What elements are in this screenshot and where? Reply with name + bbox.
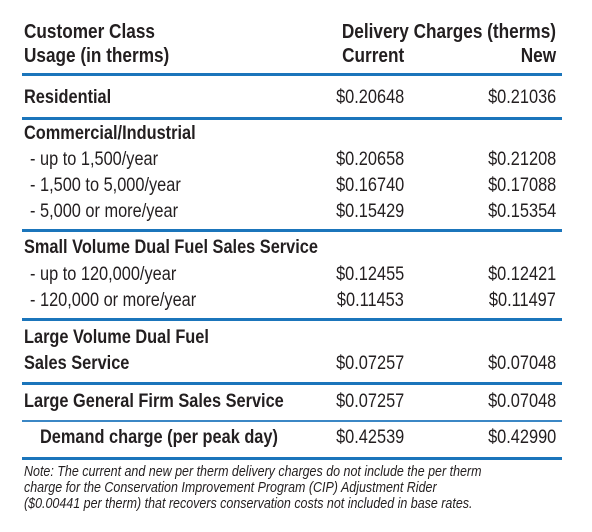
footnote-line: Note: The current and new per therm deli…	[24, 464, 482, 480]
current-value: $0.07257	[335, 353, 404, 374]
new-value: $0.15354	[487, 201, 556, 222]
new-value: $0.07048	[487, 391, 556, 412]
current-value: $0.20648	[335, 87, 404, 108]
row-label: Sales Service	[24, 353, 130, 374]
row-label: Large General Firm Sales Service	[24, 391, 284, 412]
header-usage: Usage (in therms)	[24, 45, 170, 67]
header-delivery-charges: Delivery Charges (therms)	[341, 21, 556, 43]
header-current: Current	[341, 45, 404, 67]
row-label: - 120,000 or more/year	[30, 290, 197, 311]
row-sv-1: - up to 120,000/year $0.12455 $0.12421	[0, 262, 592, 288]
row-ci-3: - 5,000 or more/year $0.15429 $0.15354	[0, 199, 592, 225]
row-ci-2: - 1,500 to 5,000/year $0.16740 $0.17088	[0, 173, 592, 199]
row-demand-charge: Demand charge (per peak day) $0.42539 $0…	[0, 425, 592, 451]
footnote-line: ($0.00441 per therm) that recovers conse…	[24, 496, 473, 512]
header-new: New	[520, 45, 556, 67]
new-value: $0.21208	[487, 149, 556, 170]
new-value: $0.12421	[487, 264, 556, 285]
row-residential: Residential $0.20648 $0.21036	[0, 85, 592, 111]
divider	[22, 229, 562, 232]
current-value: $0.15429	[335, 201, 404, 222]
row-lv-heading: Large Volume Dual Fuel	[0, 325, 592, 351]
header-customer-class: Customer Class	[24, 21, 155, 43]
section-heading: Commercial/Industrial	[24, 123, 196, 144]
new-value: $0.42990	[487, 427, 556, 448]
footnote: Note: The current and new per therm deli…	[24, 464, 540, 512]
divider	[22, 382, 562, 385]
row-ci-1: - up to 1,500/year $0.20658 $0.21208	[0, 147, 592, 173]
divider	[22, 318, 562, 321]
divider	[22, 420, 562, 422]
current-value: $0.07257	[335, 391, 404, 412]
row-label: - up to 120,000/year	[30, 264, 177, 285]
section-heading: Small Volume Dual Fuel Sales Service	[24, 237, 318, 258]
current-value: $0.20658	[335, 149, 404, 170]
row-label: - up to 1,500/year	[30, 149, 159, 170]
footnote-line: charge for the Conservation Improvement …	[24, 480, 437, 496]
footer-rule	[22, 457, 562, 460]
row-label: Demand charge (per peak day)	[40, 427, 278, 448]
new-value: $0.07048	[487, 353, 556, 374]
section-heading: Large Volume Dual Fuel	[24, 327, 209, 348]
divider	[22, 117, 562, 120]
row-lv: Sales Service $0.07257 $0.07048	[0, 351, 592, 377]
new-value: $0.11497	[489, 290, 556, 311]
header-rule	[22, 73, 562, 76]
row-label: - 1,500 to 5,000/year	[30, 175, 181, 196]
row-lg: Large General Firm Sales Service $0.0725…	[0, 389, 592, 415]
row-label: - 5,000 or more/year	[30, 201, 179, 222]
current-value: $0.16740	[335, 175, 404, 196]
row-label: Residential	[24, 87, 112, 108]
row-sv-heading: Small Volume Dual Fuel Sales Service	[0, 235, 592, 261]
new-value: $0.17088	[487, 175, 556, 196]
row-ci-heading: Commercial/Industrial	[0, 121, 592, 147]
row-sv-2: - 120,000 or more/year $0.11453 $0.11497	[0, 288, 592, 314]
new-value: $0.21036	[487, 87, 556, 108]
current-value: $0.12455	[335, 264, 404, 285]
current-value: $0.42539	[335, 427, 404, 448]
current-value: $0.11453	[337, 290, 404, 311]
